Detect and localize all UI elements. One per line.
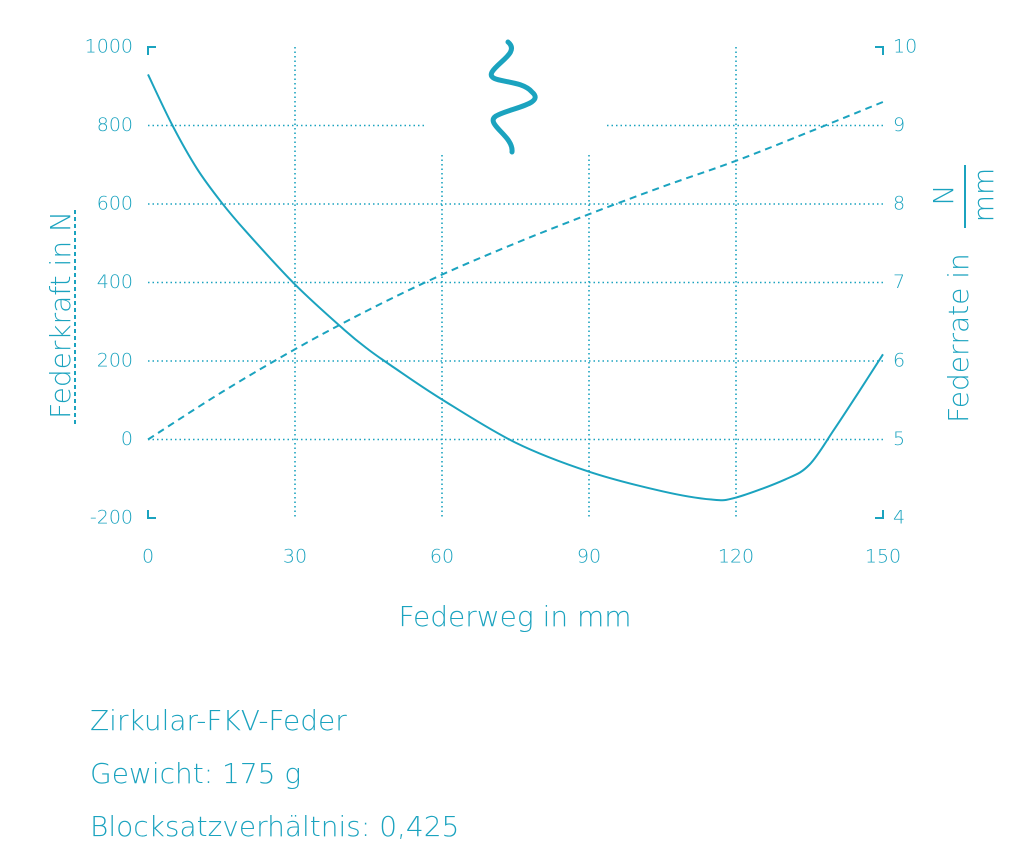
y2-tick-label: 6 <box>893 350 905 372</box>
x-tick-label: 90 <box>577 546 601 568</box>
x-tick-label: 120 <box>718 546 754 568</box>
icon-background <box>425 40 605 153</box>
note: Blocksatzverhältnis: 0,425 <box>90 810 459 843</box>
x-tick-label: 30 <box>283 546 307 568</box>
y-tick-label: 800 <box>97 114 133 136</box>
spring-icon <box>488 39 538 155</box>
y-axis-title: Federkraft in N <box>44 211 77 419</box>
axis-corners <box>147 46 884 519</box>
x-tick-label: 150 <box>865 546 901 568</box>
y-tick-label: 0 <box>121 428 133 450</box>
series-line <box>147 74 884 502</box>
x-tick-label: 60 <box>430 546 454 568</box>
y-tick-label: 400 <box>97 271 133 293</box>
y2-unit-denominator: mm <box>967 168 1000 223</box>
y-tick-label: -200 <box>90 507 133 529</box>
x-axis-title: Federweg in mm <box>398 600 631 633</box>
y2-tick-label: 4 <box>893 507 905 529</box>
y2-tick-label: 8 <box>893 193 905 215</box>
x-tick-label: 0 <box>142 546 154 568</box>
y2-tick-label: 5 <box>893 428 905 450</box>
series-line <box>147 101 884 441</box>
y-tick-label: 1000 <box>85 36 133 58</box>
y-tick-label: 600 <box>97 193 133 215</box>
y2-unit-numerator: N <box>927 185 960 206</box>
y2-tick-label: 9 <box>893 114 905 136</box>
note: Zirkular-FKV-Feder <box>90 704 347 737</box>
y2-axis-title: Federrate in <box>942 253 975 423</box>
y2-tick-label: 7 <box>893 271 905 293</box>
plot-area: -200 0 200 400 600 800 1000 4 5 6 7 8 9 10 0 30 60 90 120 1… <box>85 36 918 568</box>
y-tick-label: 200 <box>97 350 133 372</box>
note: Gewicht: 175 g <box>90 757 301 790</box>
y2-tick-label: 10 <box>893 36 917 58</box>
